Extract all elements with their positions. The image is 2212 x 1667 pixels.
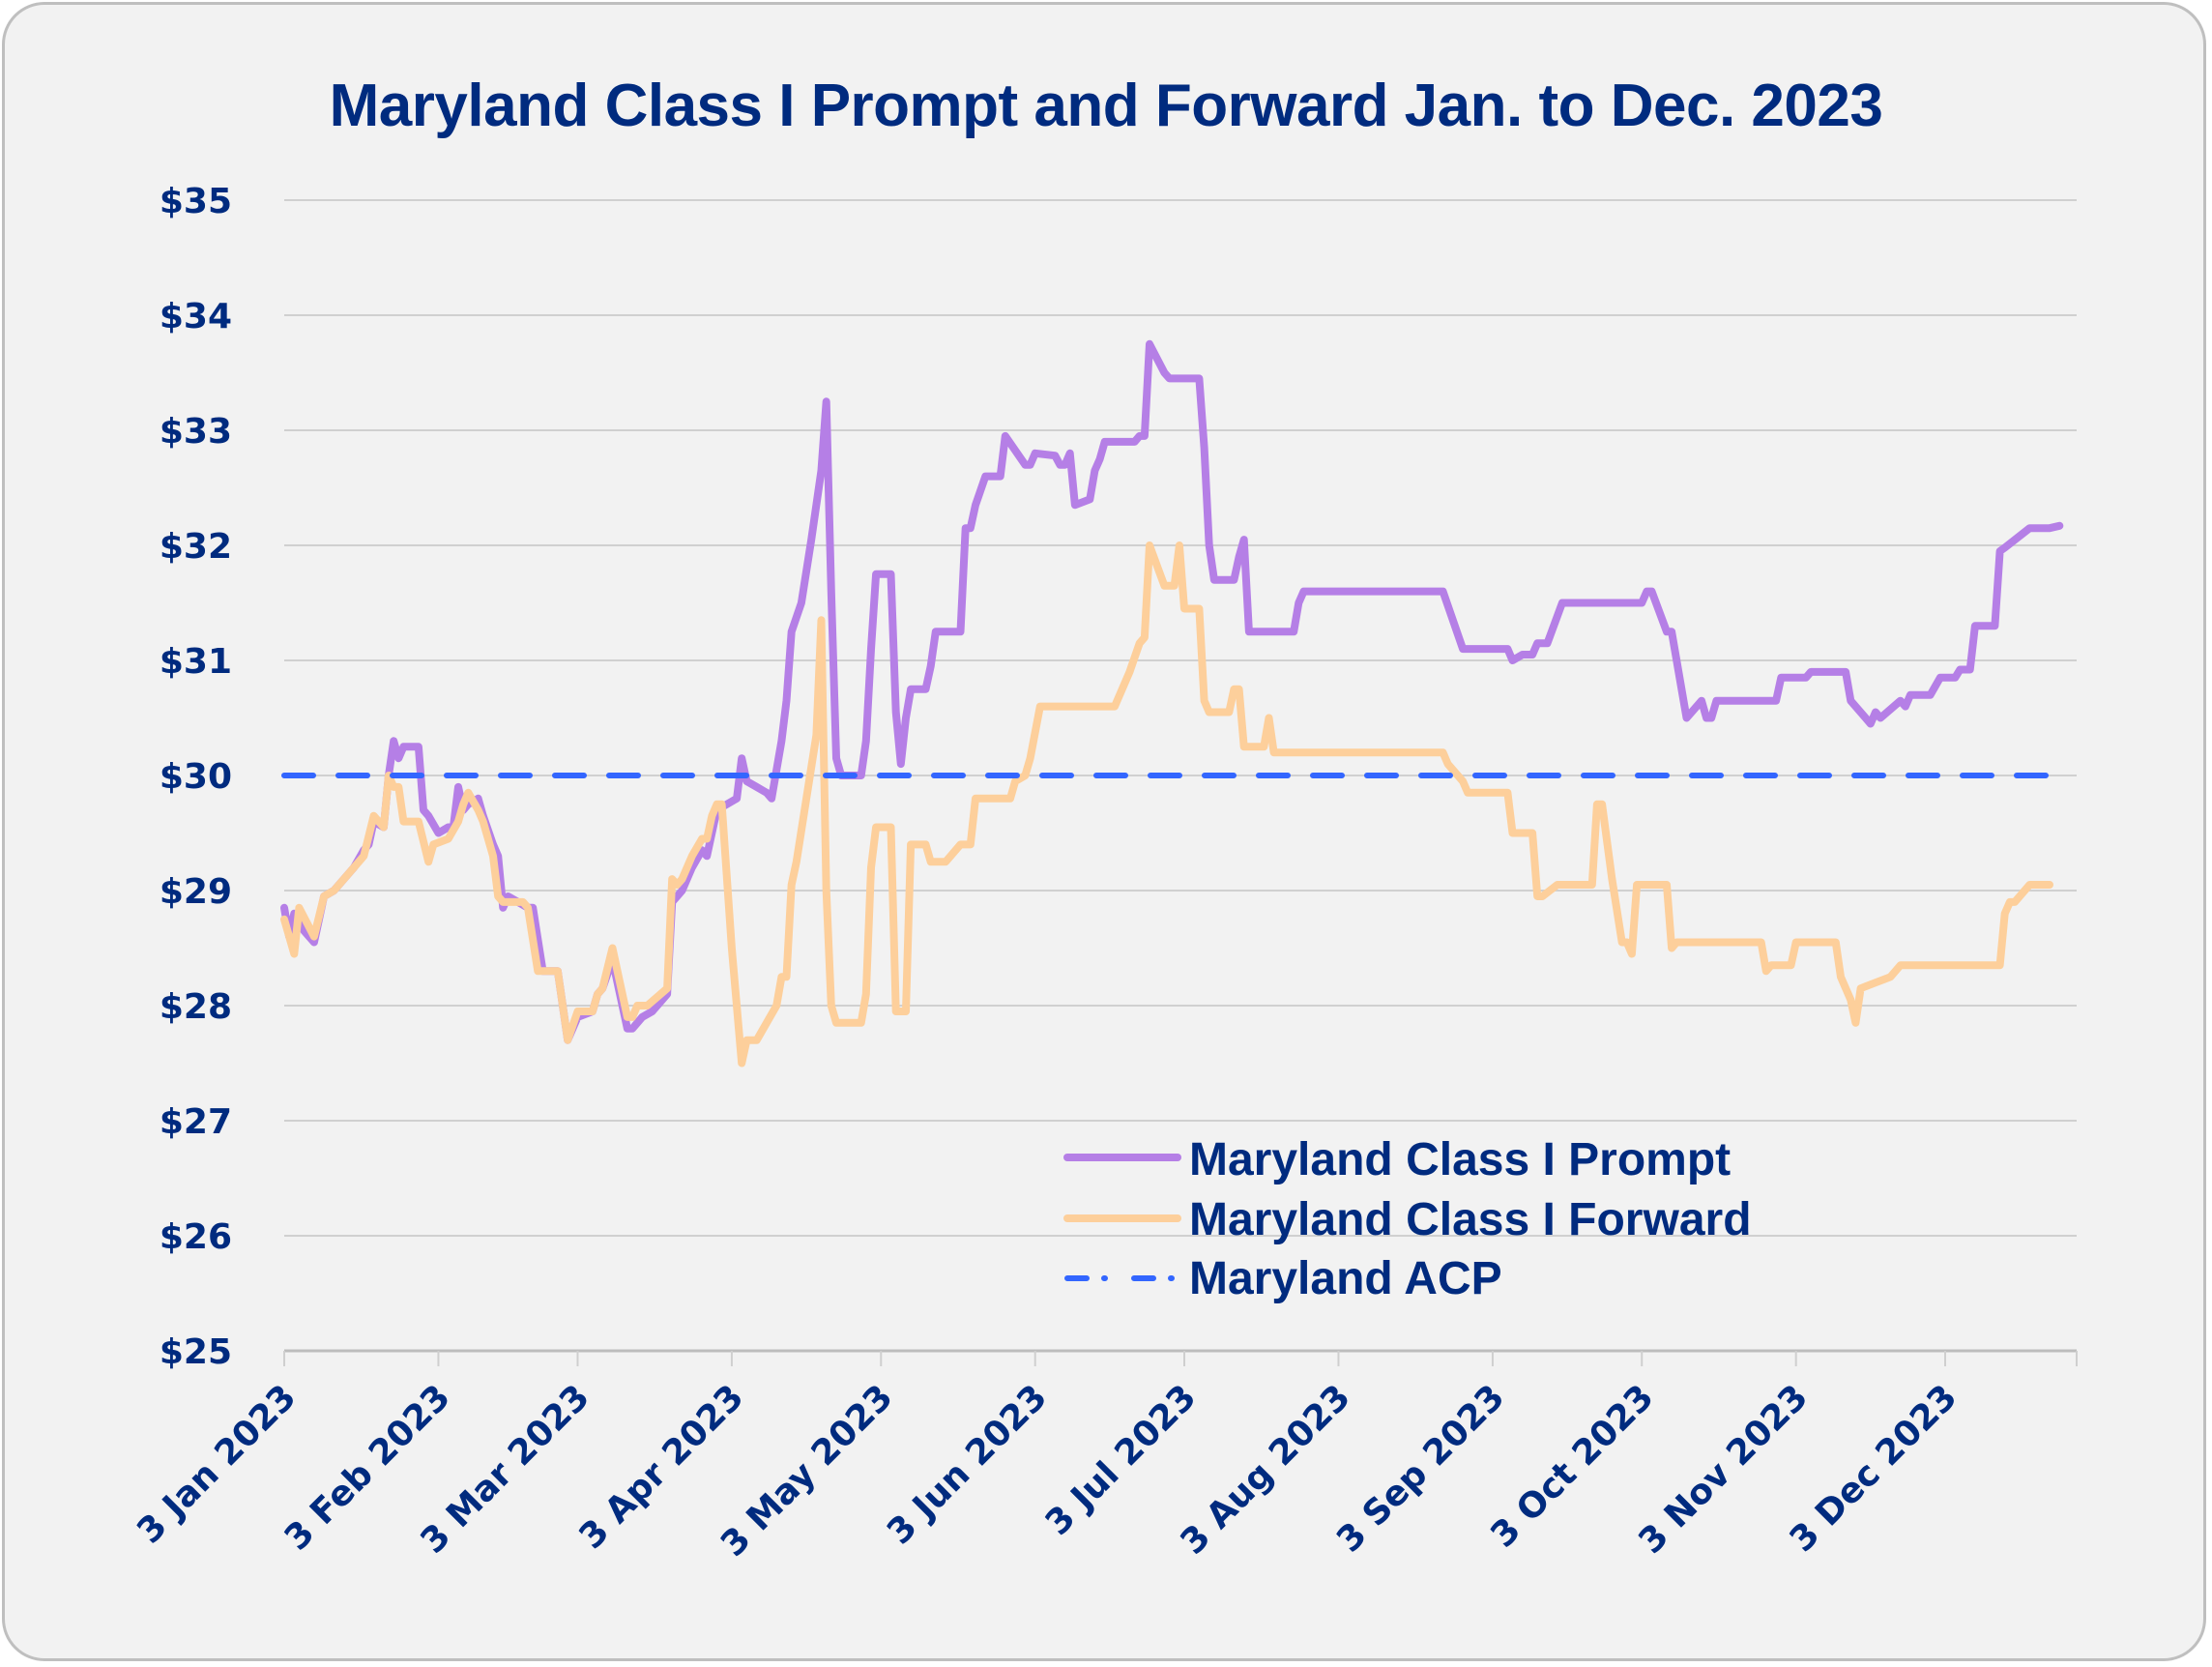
y-tick-label: $27: [160, 1102, 232, 1142]
y-tick-label: $26: [160, 1217, 232, 1257]
legend: Maryland Class I Prompt Maryland Class I…: [1063, 1134, 1752, 1304]
x-tick-label: 3 Jul 2023: [1038, 1377, 1205, 1543]
chart-title: Maryland Class I Prompt and Forward Jan.…: [329, 73, 1883, 139]
y-tick-label: $32: [160, 527, 232, 567]
x-tick-label: 3 Jun 2023: [880, 1377, 1055, 1552]
y-axis: $25 $26 $27 $28 $29 $30 $31 $32 $33 $34 $35: [160, 182, 232, 1372]
y-tick-label: $25: [160, 1332, 232, 1372]
series-line-maryland-class-i-forward: [280, 541, 2053, 1067]
series-lines: [280, 339, 2064, 1067]
y-tick-label: $34: [160, 297, 232, 336]
x-tick-label: 3 Jan 2023: [130, 1377, 304, 1551]
y-tick-label: $28: [160, 987, 232, 1027]
y-tick-label: $29: [160, 872, 232, 912]
legend-label-forward: Maryland Class I Forward: [1189, 1194, 1752, 1245]
y-tick-label: $35: [160, 182, 232, 221]
y-tick-label: $30: [160, 757, 232, 797]
legend-label-prompt: Maryland Class I Prompt: [1189, 1134, 1731, 1185]
y-tick-label: $33: [160, 412, 232, 452]
legend-label-acp: Maryland ACP: [1189, 1253, 1502, 1304]
series-line-maryland-class-i-prompt: [280, 339, 2064, 1044]
y-tick-label: $31: [160, 642, 232, 682]
